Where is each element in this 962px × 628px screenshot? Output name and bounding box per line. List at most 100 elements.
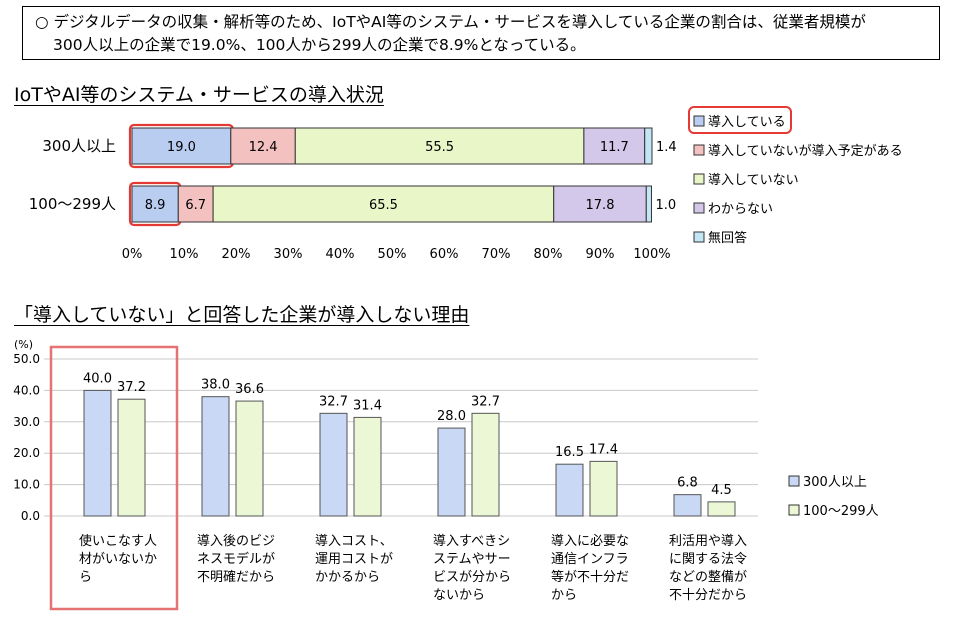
- legend-label: 300人以上: [803, 475, 867, 490]
- x-tick-label: 30%: [274, 247, 303, 262]
- bar: [235, 400, 264, 517]
- legend-swatch: [693, 144, 705, 156]
- category-label: に関する法令: [669, 552, 747, 567]
- bar-segment: [131, 127, 232, 165]
- category-label: 使いこなす人: [79, 533, 157, 549]
- legend-label: 導入している: [708, 115, 786, 130]
- bar-segment: [131, 185, 179, 223]
- bar-value-label: 1.4: [656, 140, 677, 155]
- bar-value-label: 55.5: [425, 140, 454, 155]
- y-tick-label: 10.0: [13, 478, 40, 492]
- legend-swatch: [693, 173, 705, 185]
- category-label: 不明確だから: [197, 569, 275, 585]
- x-tick-label: 90%: [586, 247, 615, 262]
- bar-value-label: 31.4: [353, 398, 382, 413]
- bar-segment: [294, 127, 585, 165]
- bar-value-label: 6.8: [677, 476, 698, 491]
- chart2-title: 「導入していない」と回答した企業が導入しない理由: [14, 304, 470, 326]
- bar-value-label: 4.5: [711, 483, 732, 498]
- bar-value-label: 65.5: [369, 198, 398, 213]
- bar: [319, 412, 348, 517]
- category-label: 導入に必要な: [551, 534, 629, 549]
- category-label: ビスが分から: [433, 570, 511, 585]
- summary-line-1: ○ デジタルデータの収集・解析等のため、IoTやAI等のシステム・サービスを導入…: [35, 13, 866, 31]
- category-label: などの整備が: [669, 569, 747, 585]
- legend-label: 100～299人: [803, 504, 879, 519]
- y-unit-label: (%): [14, 338, 33, 351]
- legend-highlight-frame: [688, 106, 792, 134]
- x-tick-label: 100%: [633, 247, 670, 262]
- y-tick-label: 40.0: [13, 383, 40, 397]
- bar-segment: [177, 185, 214, 223]
- bar: [471, 412, 500, 517]
- x-tick-label: 60%: [430, 247, 459, 262]
- x-tick-label: 50%: [378, 247, 407, 262]
- x-tick-label: 0%: [122, 247, 143, 262]
- category-label: 導入すべきシ: [433, 534, 510, 549]
- y-tick-label: 50.0: [13, 352, 40, 366]
- bar-value-label: 16.5: [555, 445, 584, 460]
- category-label: 300人以上: [42, 137, 116, 155]
- bar-segment: [212, 185, 555, 223]
- category-label: ネスモデルが: [197, 551, 275, 567]
- category-label: から: [551, 588, 577, 603]
- bar-value-label: 6.7: [185, 198, 206, 213]
- bar-value-label: 8.9: [145, 198, 166, 213]
- legend-label: 無回答: [708, 230, 747, 246]
- category-label: かかるから: [315, 570, 380, 585]
- bar-value-label: 36.6: [235, 382, 264, 397]
- bar-value-label: 11.7: [600, 140, 629, 155]
- y-tick-label: 0.0: [21, 509, 40, 523]
- bar-value-label: 19.0: [167, 140, 196, 155]
- bar-value-label: 28.0: [437, 409, 466, 424]
- bar: [201, 396, 230, 517]
- legend-swatch: [693, 115, 705, 127]
- category-label: ステムやサー: [433, 552, 511, 567]
- bar-segment: [230, 127, 296, 165]
- category-label: 不十分だから: [669, 588, 747, 603]
- bar-segment: [644, 127, 653, 165]
- category-label: 通信インフラ: [551, 552, 629, 567]
- bar: [353, 416, 382, 517]
- bar: [673, 494, 702, 517]
- bar-value-label: 12.4: [249, 140, 278, 155]
- bar-segment: [645, 185, 652, 223]
- bar: [117, 398, 146, 517]
- chart1-title: IoTやAI等のシステム・サービスの導入状況: [14, 84, 384, 106]
- category-label: 運用コストが: [315, 552, 393, 567]
- bar-segment: [553, 185, 647, 223]
- bar-value-label: 38.0: [201, 378, 230, 393]
- bar-value-label: 32.7: [319, 394, 348, 409]
- bar-value-label: 37.2: [117, 380, 146, 395]
- bar-value-label: 1.0: [655, 198, 676, 213]
- category-label: 等が不十分だ: [551, 569, 629, 585]
- x-tick-label: 10%: [170, 247, 199, 262]
- bar: [589, 460, 618, 517]
- category-label: 材がいないか: [79, 552, 157, 567]
- highlight-frame: [49, 345, 179, 611]
- category-label: 導入後のビジ: [197, 534, 275, 549]
- summary-box: ○ デジタルデータの収集・解析等のため、IoTやAI等のシステム・サービスを導入…: [22, 6, 940, 60]
- legend-label: 導入していないが導入予定がある: [708, 144, 903, 159]
- x-tick-label: 20%: [222, 247, 251, 262]
- legend-label: わからない: [708, 202, 773, 217]
- y-tick-label: 20.0: [13, 446, 40, 460]
- summary-line-2: 300人以上の企業で19.0%、100人から299人の企業で8.9%となっている…: [53, 36, 586, 54]
- legend-label: 導入していない: [708, 173, 799, 188]
- x-tick-label: 80%: [534, 247, 563, 262]
- bar-value-label: 40.0: [83, 371, 112, 386]
- bar: [83, 389, 112, 517]
- stacked-bar-chart: 300人以上 19.0 12.4 55.5 11.7 1.4 100～299人 8.9 6.7 6…: [29, 106, 903, 262]
- category-label: 100～299人: [29, 195, 116, 213]
- bar-value-label: 17.8: [586, 198, 615, 213]
- bar: [437, 427, 466, 517]
- x-tick-label: 40%: [326, 247, 355, 262]
- category-label: 利活用や導入: [669, 534, 747, 549]
- legend-swatch: [693, 202, 705, 214]
- category-label: ないから: [433, 588, 485, 603]
- category-label: ら: [79, 570, 92, 585]
- category-label: 導入コスト、: [315, 534, 393, 549]
- bar: [707, 501, 736, 517]
- x-tick-label: 70%: [482, 247, 511, 262]
